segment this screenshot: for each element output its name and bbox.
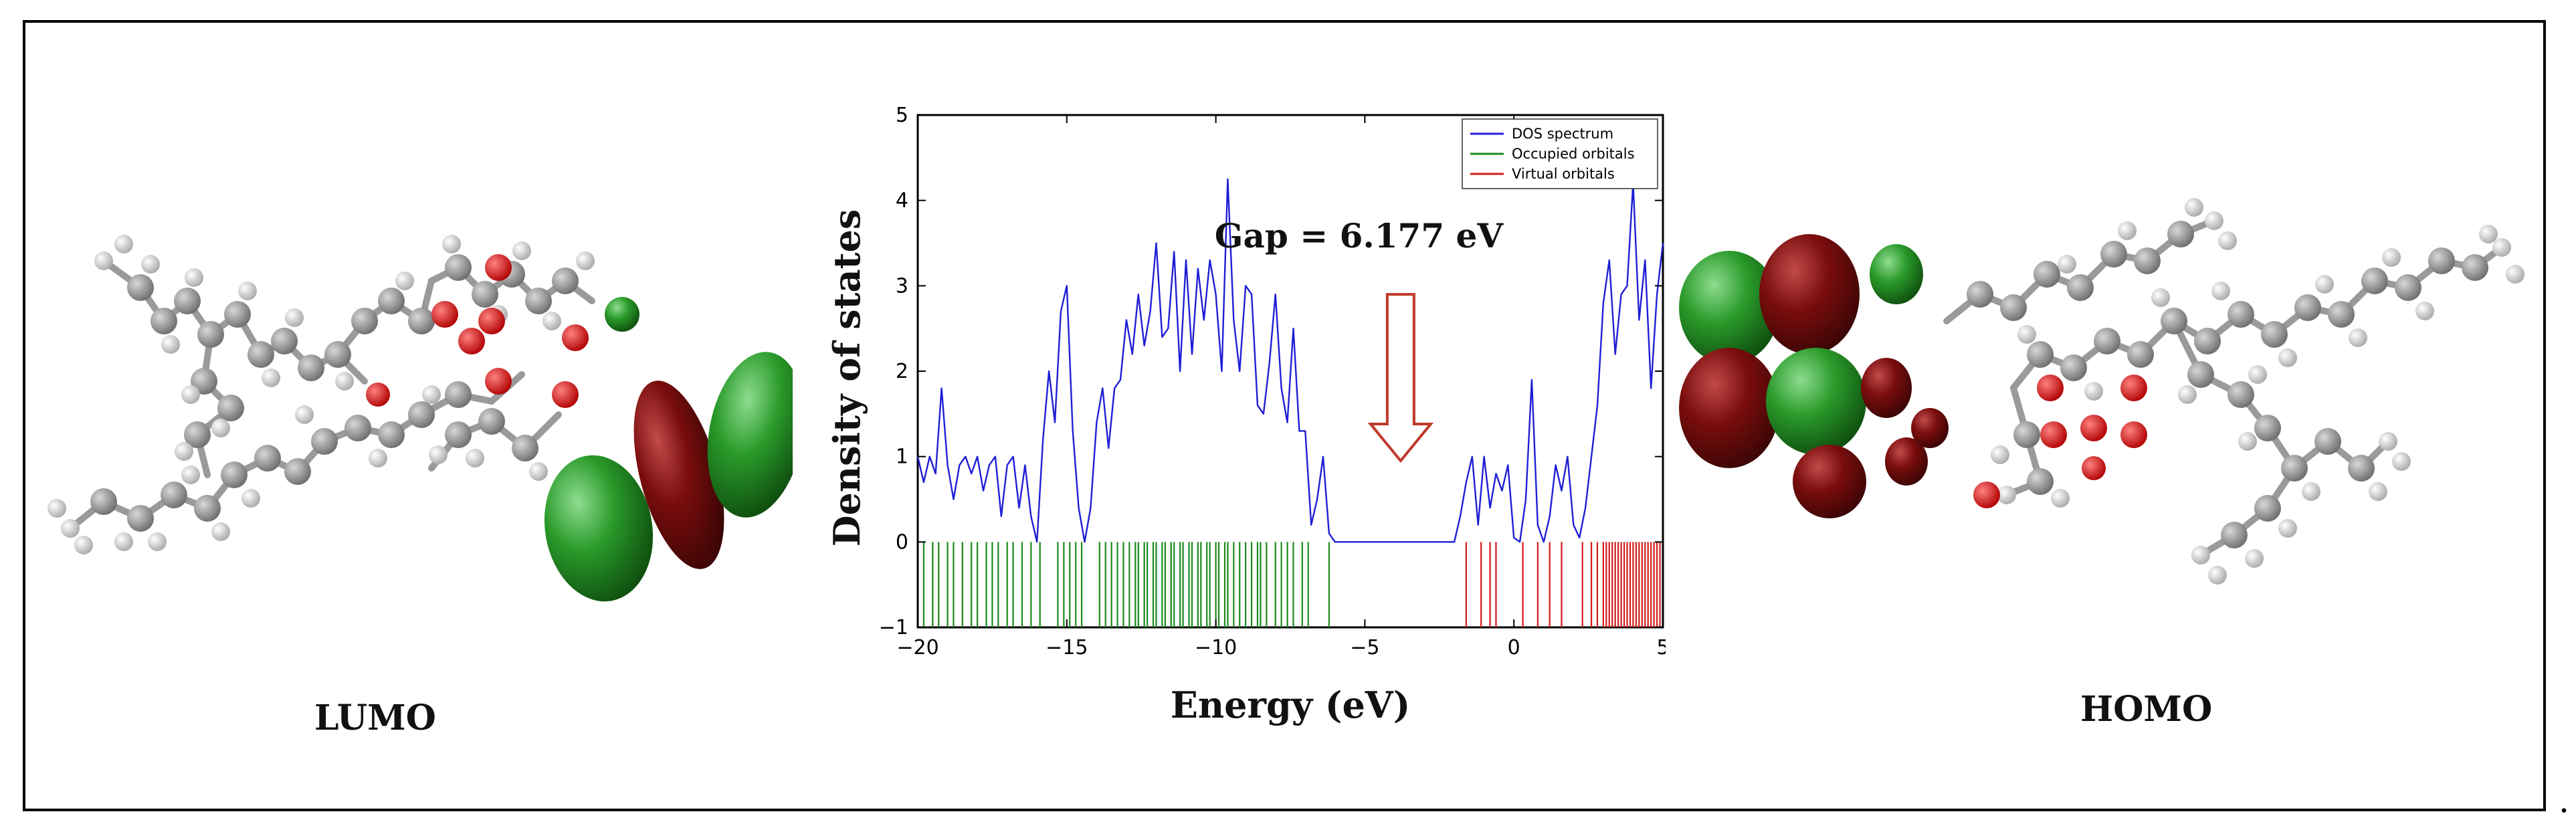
lumo-label: LUMO <box>314 698 436 738</box>
figure-frame <box>23 20 2546 811</box>
x-tick-label: 0 <box>1508 636 1520 659</box>
y-tick-label: 3 <box>896 274 908 298</box>
lumo-molecule-illustration <box>47 235 793 602</box>
gap-annotation: Gap = 6.177 eV <box>1215 216 1504 255</box>
legend-entry: Occupied orbitals <box>1512 146 1635 162</box>
homo-molecule-illustration <box>1679 198 2524 585</box>
x-tick-label: −5 <box>1350 636 1379 659</box>
legend-entry: DOS spectrum <box>1512 126 1613 142</box>
gap-arrow <box>1367 293 1434 463</box>
x-axis-label: Energy (eV) <box>1171 684 1411 726</box>
x-tick-label: −20 <box>896 636 938 659</box>
homo-label: HOMO <box>2080 689 2213 730</box>
legend-entry: Virtual orbitals <box>1512 166 1615 182</box>
y-tick-label: 4 <box>896 189 908 213</box>
x-tick-label: −15 <box>1046 636 1088 659</box>
trailing-period: . <box>2559 779 2569 821</box>
y-tick-label: 1 <box>896 445 908 469</box>
homo-orbital-lobes <box>1679 234 1949 518</box>
y-tick-label: 2 <box>896 360 908 383</box>
x-tick-label: −10 <box>1195 636 1237 659</box>
y-axis-label: Density of states <box>825 209 868 547</box>
y-tick-label: 0 <box>896 530 908 554</box>
lumo-orbital-lobes <box>544 352 793 602</box>
y-tick-label: −1 <box>879 616 908 639</box>
x-tick-label: 5 <box>1656 636 1666 659</box>
dos-spectrum-line <box>916 178 1664 543</box>
y-tick-label: 5 <box>896 104 908 127</box>
